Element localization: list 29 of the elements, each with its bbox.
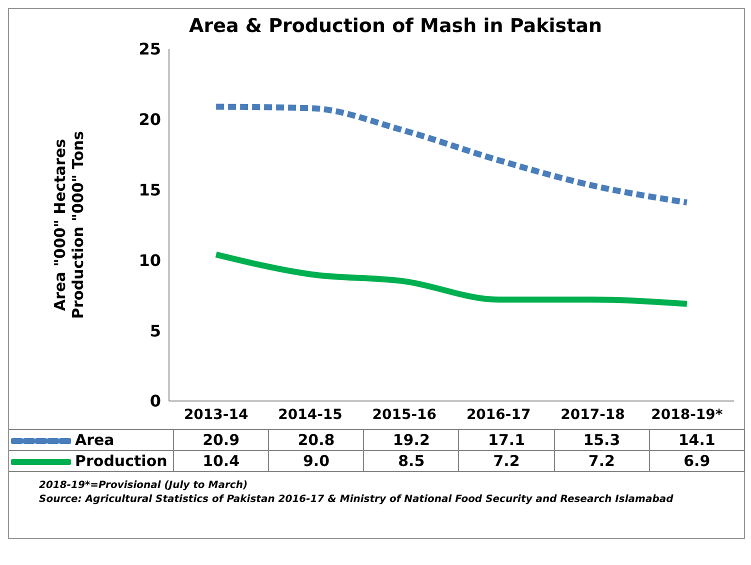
data-label: 15.3 <box>554 430 650 450</box>
x-tick-label: 2013-14 <box>184 406 248 423</box>
data-label: 20.8 <box>268 430 364 450</box>
x-tick-label: 2017-18 <box>560 406 625 423</box>
data-label: 14.1 <box>649 430 744 450</box>
y-tick-label: 10 <box>138 250 161 270</box>
y-tick-label: 25 <box>138 40 161 59</box>
y-tick-label: 15 <box>138 180 161 200</box>
y-tick-label: 5 <box>150 321 161 340</box>
x-tick-label: 2015-16 <box>372 406 437 423</box>
x-tick-label: 2014-15 <box>278 406 342 423</box>
data-label: 10.4 <box>174 450 269 472</box>
text: 2018-19*=Provisional (July to March) <box>39 480 249 491</box>
source-note: Source: Agricultural Statistics of Pakistan 2016-17 & Ministry of National Food Security and Research Islamabad <box>39 494 674 505</box>
data-label: 7.2 <box>458 450 554 472</box>
y-tick-label: 20 <box>138 110 161 130</box>
data-label: 20.9 <box>174 430 269 450</box>
data-label: 7.2 <box>554 450 650 472</box>
x-tick-label: 2018-19* <box>651 406 724 423</box>
data-label: 9.0 <box>268 450 364 472</box>
data-label: 19.2 <box>364 430 459 450</box>
data-label: 6.9 <box>649 450 744 472</box>
data-label: 8.5 <box>364 450 459 472</box>
data-label: 17.1 <box>458 430 554 450</box>
x-tick-label: 2016-17 <box>466 406 531 423</box>
legend-label: Area <box>9 430 174 450</box>
y-tick-label: 0 <box>150 392 161 411</box>
chart-title: Area & Production of Mash in Pakistan <box>189 15 602 37</box>
y-axis-title: Area "000" Hectares Production "000" Tons <box>51 131 87 319</box>
